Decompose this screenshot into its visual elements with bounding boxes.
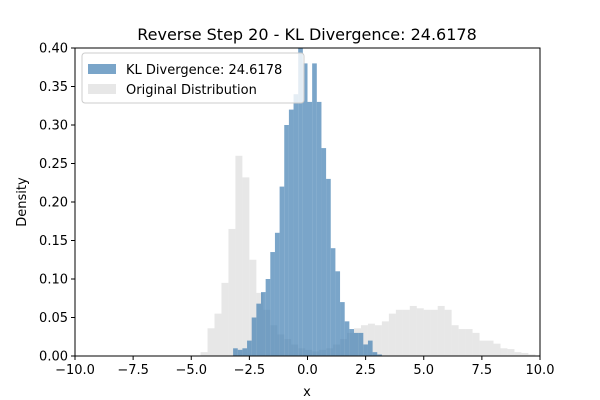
legend-swatch-1: [88, 84, 116, 94]
original-bar-43: [500, 348, 508, 356]
original-bar-40: [479, 340, 487, 356]
kl-bar-24: [344, 321, 350, 356]
original-bar-29: [402, 309, 410, 356]
kl-bar-20: [326, 178, 331, 356]
x-tick-label-6: 5.0: [413, 363, 434, 378]
kl-bar-29: [367, 340, 373, 356]
y-tick-label-8: 0.40: [39, 42, 68, 57]
original-bar-28: [395, 309, 403, 356]
original-bar-27: [388, 313, 396, 356]
legend-frame: [81, 52, 305, 104]
y-tick-label-1: 0.05: [39, 311, 68, 326]
legend-label-0: KL Divergence: 24.6178: [126, 63, 282, 78]
original-bar-1: [207, 328, 215, 356]
kl-bar-26: [354, 332, 359, 356]
y-tick-label-3: 0.15: [39, 234, 68, 249]
kl-bar-2: [242, 348, 248, 356]
original-bar-37: [458, 329, 466, 356]
kl-bar-15: [302, 63, 308, 357]
original-bar-47: [528, 354, 536, 356]
original-bar-4: [228, 228, 236, 356]
original-bar-46: [521, 352, 529, 356]
original-bar-23: [360, 325, 368, 356]
kl-bar-17: [312, 63, 317, 357]
kl-bar-5: [256, 303, 261, 356]
x-tick-label-1: −7.5: [117, 363, 149, 378]
kl-bar-12: [288, 109, 294, 356]
original-bar-44: [507, 349, 515, 356]
kl-bar-10: [279, 186, 285, 356]
original-bar-0: [200, 352, 208, 356]
x-axis-label: x: [303, 385, 311, 400]
kl-bar-21: [330, 248, 336, 356]
x-tick-label-4: 0.0: [297, 363, 318, 378]
original-bar-36: [451, 325, 459, 356]
chart-title: Reverse Step 20 - KL Divergence: 24.6178: [137, 25, 477, 44]
y-tick-label-0: 0.00: [39, 350, 68, 365]
kl-bar-25: [349, 329, 354, 356]
x-tick-label-7: 7.5: [472, 363, 493, 378]
original-bar-3: [221, 282, 229, 356]
original-bar-39: [472, 332, 480, 356]
x-tick-label-2: −5.0: [175, 363, 207, 378]
kl-bar-14: [298, 48, 303, 356]
original-bar-26: [381, 321, 389, 356]
kl-bar-4: [251, 317, 257, 356]
legend-label-1: Original Distribution: [126, 83, 257, 98]
x-axis-ticks: −10.0 −7.5 −5.0 −2.5 0.0 2.5 5.0 7.5 10.0: [55, 356, 554, 378]
kl-bar-0: [233, 348, 238, 356]
original-bar-31: [416, 308, 424, 356]
original-bar-25: [374, 325, 382, 356]
original-bar-2: [214, 313, 222, 356]
original-bar-45: [514, 352, 522, 356]
kl-bar-3: [247, 340, 252, 356]
kl-bar-16: [307, 101, 313, 357]
y-tick-label-7: 0.35: [39, 80, 68, 95]
original-bar-24: [367, 323, 375, 356]
kl-bar-7: [265, 279, 271, 356]
x-tick-label-3: −2.5: [234, 363, 266, 378]
original-bar-41: [486, 340, 494, 356]
kl-bar-19: [321, 148, 327, 356]
kl-divergence-bars: [233, 48, 382, 357]
kl-bar-11: [284, 125, 289, 356]
kl-bar-13: [293, 94, 299, 356]
original-distribution-bars: [200, 155, 536, 356]
kl-bar-1: [237, 349, 243, 356]
original-bar-38: [465, 329, 473, 356]
legend-swatch-0: [88, 64, 116, 74]
original-bar-35: [444, 309, 452, 356]
original-bar-32: [423, 309, 431, 356]
x-tick-label-0: −10.0: [55, 363, 95, 378]
kl-bar-28: [363, 344, 368, 356]
kl-bar-18: [316, 101, 322, 357]
kl-bar-8: [270, 252, 275, 356]
y-tick-label-5: 0.25: [39, 157, 68, 172]
y-tick-label-2: 0.10: [39, 273, 68, 288]
y-axis-ticks: 0.00 0.05 0.10 0.15 0.20 0.25 0.30 0.35 0.40: [39, 42, 75, 365]
y-tick-label-6: 0.30: [39, 119, 68, 134]
original-bar-5: [235, 155, 243, 356]
original-bar-7: [249, 259, 257, 356]
x-tick-label-8: 10.0: [526, 363, 555, 378]
y-tick-label-4: 0.20: [39, 196, 68, 211]
kl-bar-6: [261, 292, 266, 356]
x-tick-label-5: 2.5: [355, 363, 376, 378]
y-axis-label: Density: [15, 177, 30, 227]
original-bar-34: [437, 305, 445, 356]
original-bar-42: [493, 343, 501, 356]
original-bar-6: [242, 177, 250, 356]
original-bar-33: [430, 309, 438, 356]
original-bar-30: [409, 305, 417, 356]
kl-bar-9: [274, 232, 280, 356]
kl-bar-30: [372, 352, 378, 356]
kl-bar-22: [335, 271, 341, 356]
kl-bar-27: [358, 332, 364, 356]
kl-bar-23: [340, 302, 345, 356]
legend: KL Divergence: 24.6178 Original Distribut…: [81, 52, 305, 104]
kl-bar-31: [377, 354, 382, 356]
